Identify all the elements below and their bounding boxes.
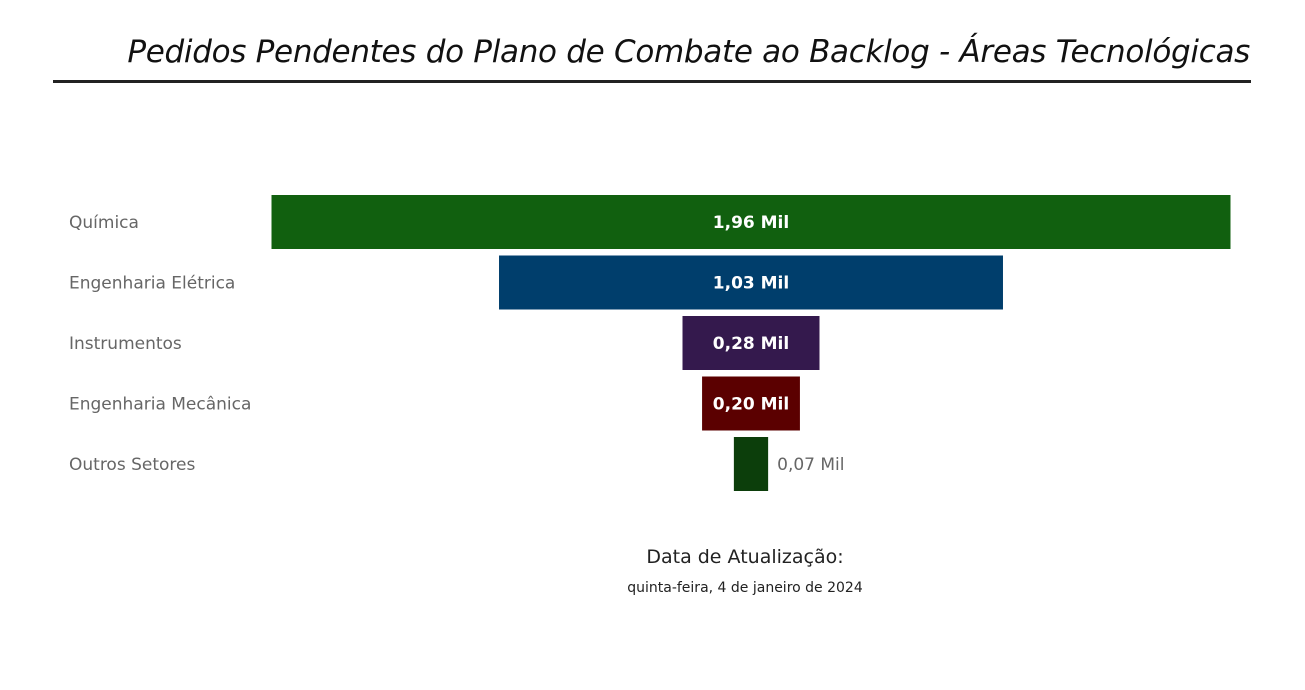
data-label: 0,20 Mil (713, 395, 789, 415)
category-label: Instrumentos (69, 334, 182, 354)
funnel-bar[interactable] (734, 437, 768, 491)
data-label: 1,96 Mil (713, 213, 789, 233)
data-label: 1,03 Mil (713, 274, 789, 294)
category-label: Outros Setores (69, 455, 195, 475)
data-label: 0,28 Mil (713, 334, 789, 354)
data-label: 0,07 Mil (777, 455, 844, 475)
update-date: quinta-feira, 4 de janeiro de 2024 (545, 580, 945, 596)
category-label: Química (69, 213, 139, 233)
category-label: Engenharia Mecânica (69, 395, 251, 415)
update-label: Data de Atualização: (545, 546, 945, 568)
category-label: Engenharia Elétrica (69, 274, 235, 294)
